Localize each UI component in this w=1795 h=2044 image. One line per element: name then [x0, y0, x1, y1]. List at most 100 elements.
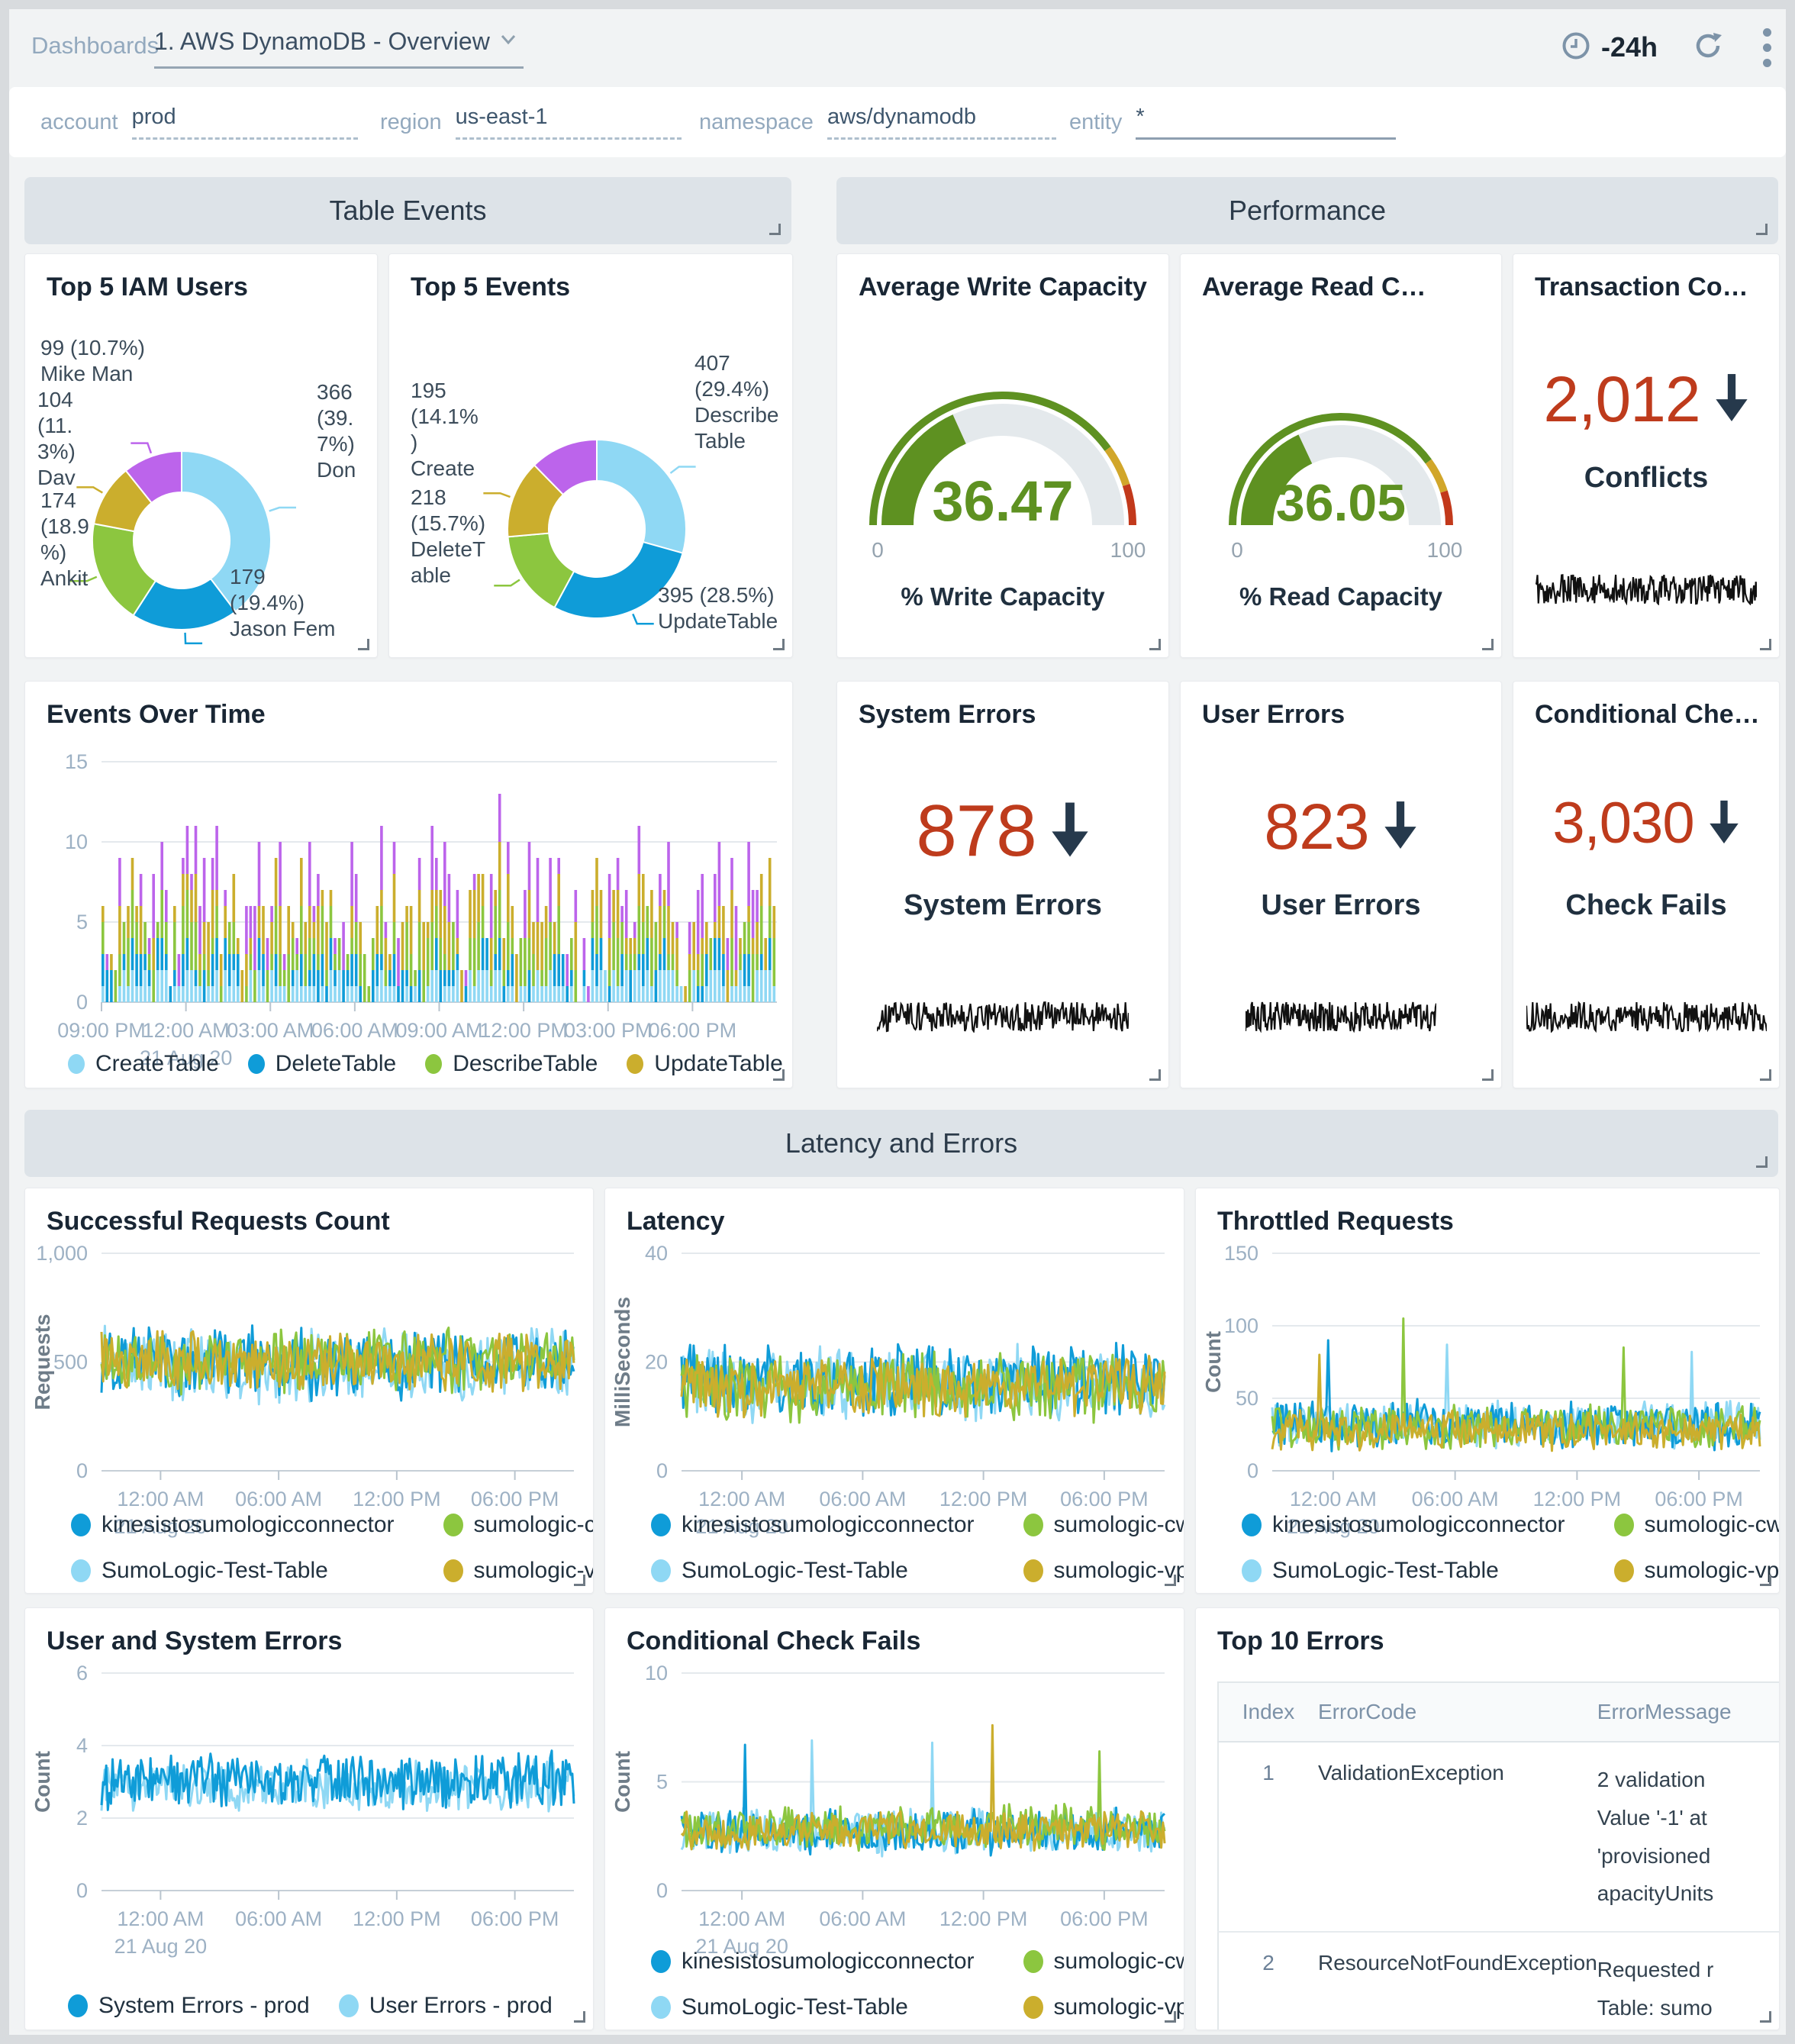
resize-handle[interactable] [1760, 1575, 1771, 1586]
legend-label: SumoLogic-Test-Table [1272, 1558, 1499, 1583]
refresh-button[interactable] [1693, 31, 1723, 65]
column-header-errormessage[interactable]: ErrorMessage [1597, 1682, 1779, 1743]
svg-text:06:00 PM: 06:00 PM [649, 1019, 737, 1042]
legend-swatch-icon [71, 1514, 91, 1536]
column-header-errorcode[interactable]: ErrorCode [1318, 1682, 1597, 1743]
svg-text:21 Aug 20: 21 Aug 20 [695, 1515, 788, 1538]
legend-item[interactable]: sumologic-cwl-connector [1023, 1949, 1184, 1975]
legend-item[interactable]: System Errors - prod [68, 1993, 310, 2019]
legend-item[interactable]: User Errors - prod [338, 1993, 553, 2019]
time-range-button[interactable]: -24h [1561, 31, 1658, 64]
resize-handle[interactable] [1760, 2011, 1771, 2023]
donut-chart-iam-users[interactable]: 366(39.7%)Don 179 (19.4%) Jason Fem 174(18.9… [25, 300, 377, 658]
line-chart-successful-requests[interactable]: 0 500 1,000 12:00 AM 21 Aug 20 06:00 AM 12:00 … [25, 1234, 593, 1547]
panel-title: Conditional Che… [1535, 700, 1760, 729]
resize-handle[interactable] [1482, 1069, 1494, 1081]
legend-swatch-icon [1023, 1996, 1043, 2019]
svg-text:03:00 AM: 03:00 AM [227, 1019, 314, 1042]
resize-handle[interactable] [1149, 639, 1161, 650]
legend-item[interactable]: kinesistosumologicconnector [651, 1512, 975, 1538]
breadcrumb[interactable]: Dashboards [31, 32, 160, 59]
svg-text:0: 0 [872, 538, 884, 562]
legend-item[interactable]: SumoLogic-Test-Table [651, 1994, 975, 2020]
filter-namespace-input[interactable]: aws/dynamodb [827, 105, 1056, 140]
resize-handle[interactable] [574, 1575, 585, 1586]
resize-handle[interactable] [574, 2011, 585, 2023]
filter-account-input[interactable]: prod [131, 105, 358, 140]
legend-item[interactable]: SumoLogic-Test-Table [1242, 1558, 1565, 1584]
legend-item[interactable]: sumologic-vpc-flowlog-connector [1023, 1558, 1184, 1584]
gauge-read-capacity[interactable]: 36.05 0 100 [1181, 334, 1501, 563]
sparkline [1536, 574, 1757, 605]
legend-label: CreateTable [95, 1051, 219, 1076]
resize-handle[interactable] [1165, 2011, 1176, 2023]
panel-top5-events: Top 5 Events 407 (29.4%) Describe Table 395 … [388, 253, 793, 658]
line-chart-user-system-errors[interactable]: 0 2 4 6 12:00 AM 21 Aug 20 06:00 AM 12:00 PM 06:… [25, 1654, 593, 1967]
table-row[interactable]: 1 ValidationException 2 validation Value '… [1218, 1742, 1779, 1933]
filter-region-input[interactable]: us-east-1 [455, 105, 682, 140]
panel-title: User and System Errors [47, 1626, 343, 1656]
svg-text:): ) [411, 430, 417, 454]
legend-item[interactable]: UpdateTable [627, 1051, 783, 1077]
legend-item[interactable]: SumoLogic-Test-Table [71, 1558, 395, 1584]
svg-text:06:00 AM: 06:00 AM [235, 1488, 322, 1510]
metric-value-row: 3,030 [1513, 795, 1779, 853]
legend-swatch-icon [1613, 1559, 1634, 1582]
svg-text:Jason Fem: Jason Fem [230, 617, 336, 640]
resize-handle[interactable] [773, 639, 785, 650]
resize-handle[interactable] [1482, 639, 1494, 650]
svg-text:%): %) [40, 540, 66, 564]
legend-item[interactable]: kinesistosumologicconnector [71, 1512, 395, 1538]
legend-item[interactable]: sumologic-cwl-connector [443, 1512, 593, 1538]
panel-conditional-check-fails-chart: Conditional Check Fails 0 5 10 12:00 AM 21 A… [604, 1607, 1184, 2030]
time-range-value: -24h [1601, 31, 1658, 63]
svg-text:40: 40 [645, 1242, 668, 1265]
resize-handle[interactable] [1760, 639, 1771, 650]
legend-item[interactable]: kinesistosumologicconnector [1242, 1512, 1565, 1538]
svg-text:(14.1%: (14.1% [411, 405, 479, 428]
legend-item[interactable]: kinesistosumologicconnector [651, 1949, 975, 1975]
table-row[interactable]: 2 ResourceNotFoundException Requested r Ta… [1218, 1932, 1779, 2029]
kebab-menu-icon[interactable] [1763, 27, 1772, 67]
panel-title: Latency [627, 1207, 725, 1236]
line-chart-conditional-check-fails[interactable]: 0 5 10 12:00 AM 21 Aug 20 06:00 AM 12:00 PM 06:… [605, 1654, 1184, 1967]
dashboard-title-dropdown[interactable]: 1. AWS DynamoDB - Overview [154, 27, 524, 69]
resize-handle[interactable] [1756, 1156, 1768, 1168]
resize-handle[interactable] [1149, 1069, 1161, 1081]
trend-down-arrow-icon [1714, 372, 1749, 427]
svg-text:7%): 7%) [317, 432, 355, 456]
legend-item[interactable]: sumologic-cwl-connector [1613, 1512, 1779, 1538]
legend-item[interactable]: CreateTable [68, 1051, 219, 1077]
resize-handle[interactable] [1760, 1069, 1771, 1081]
legend-item[interactable]: DeleteTable [247, 1051, 396, 1077]
gauge-write-capacity[interactable]: 36.47 0 100 [837, 334, 1168, 563]
filter-entity-input[interactable]: * [1136, 105, 1397, 140]
line-chart-latency[interactable]: 0 20 40 12:00 AM 21 Aug 20 06:00 AM 12:00 PM 06… [605, 1234, 1184, 1547]
svg-text:06:00 PM: 06:00 PM [1655, 1488, 1743, 1510]
resize-handle[interactable] [1756, 224, 1768, 235]
legend-item[interactable]: SumoLogic-Test-Table [651, 1558, 975, 1584]
panel-title: Successful Requests Count [47, 1207, 390, 1236]
resize-handle[interactable] [773, 1069, 785, 1081]
line-chart-throttled-requests[interactable]: 0 50 100 150 12:00 AM 21 Aug 20 06:00 AM 12:00 … [1196, 1234, 1779, 1547]
svg-text:6: 6 [76, 1662, 88, 1685]
legend-label: System Errors - prod [98, 1993, 310, 2018]
legend-item[interactable]: sumologic-vpc-flowlog-connector [1023, 1994, 1184, 2020]
legend-item[interactable]: sumologic-vpc-flowlog-connector [443, 1558, 593, 1584]
metric-value: 823 [1264, 791, 1369, 862]
legend-label: SumoLogic-Test-Table [102, 1558, 328, 1583]
legend-swatch-icon [425, 1054, 443, 1074]
section-header-table-events: Table Events [24, 177, 791, 244]
donut-chart-top5-events[interactable]: 407(29.4%)DescribeTable 395 (28.5%)Update… [389, 300, 792, 658]
legend-item[interactable]: DescribeTable [425, 1051, 598, 1077]
column-header-index[interactable]: Index [1218, 1682, 1318, 1743]
legend-item[interactable]: sumologic-cwl-connector [1023, 1512, 1184, 1538]
svg-text:0: 0 [76, 1459, 88, 1482]
resize-handle[interactable] [358, 639, 369, 650]
resize-handle[interactable] [769, 224, 781, 235]
resize-handle[interactable] [1165, 1575, 1176, 1586]
legend-item[interactable]: sumologic-vpc-flowlog-connector [1613, 1558, 1779, 1584]
legend-swatch-icon [651, 1514, 671, 1536]
svg-text:12:00 PM: 12:00 PM [1533, 1488, 1622, 1510]
